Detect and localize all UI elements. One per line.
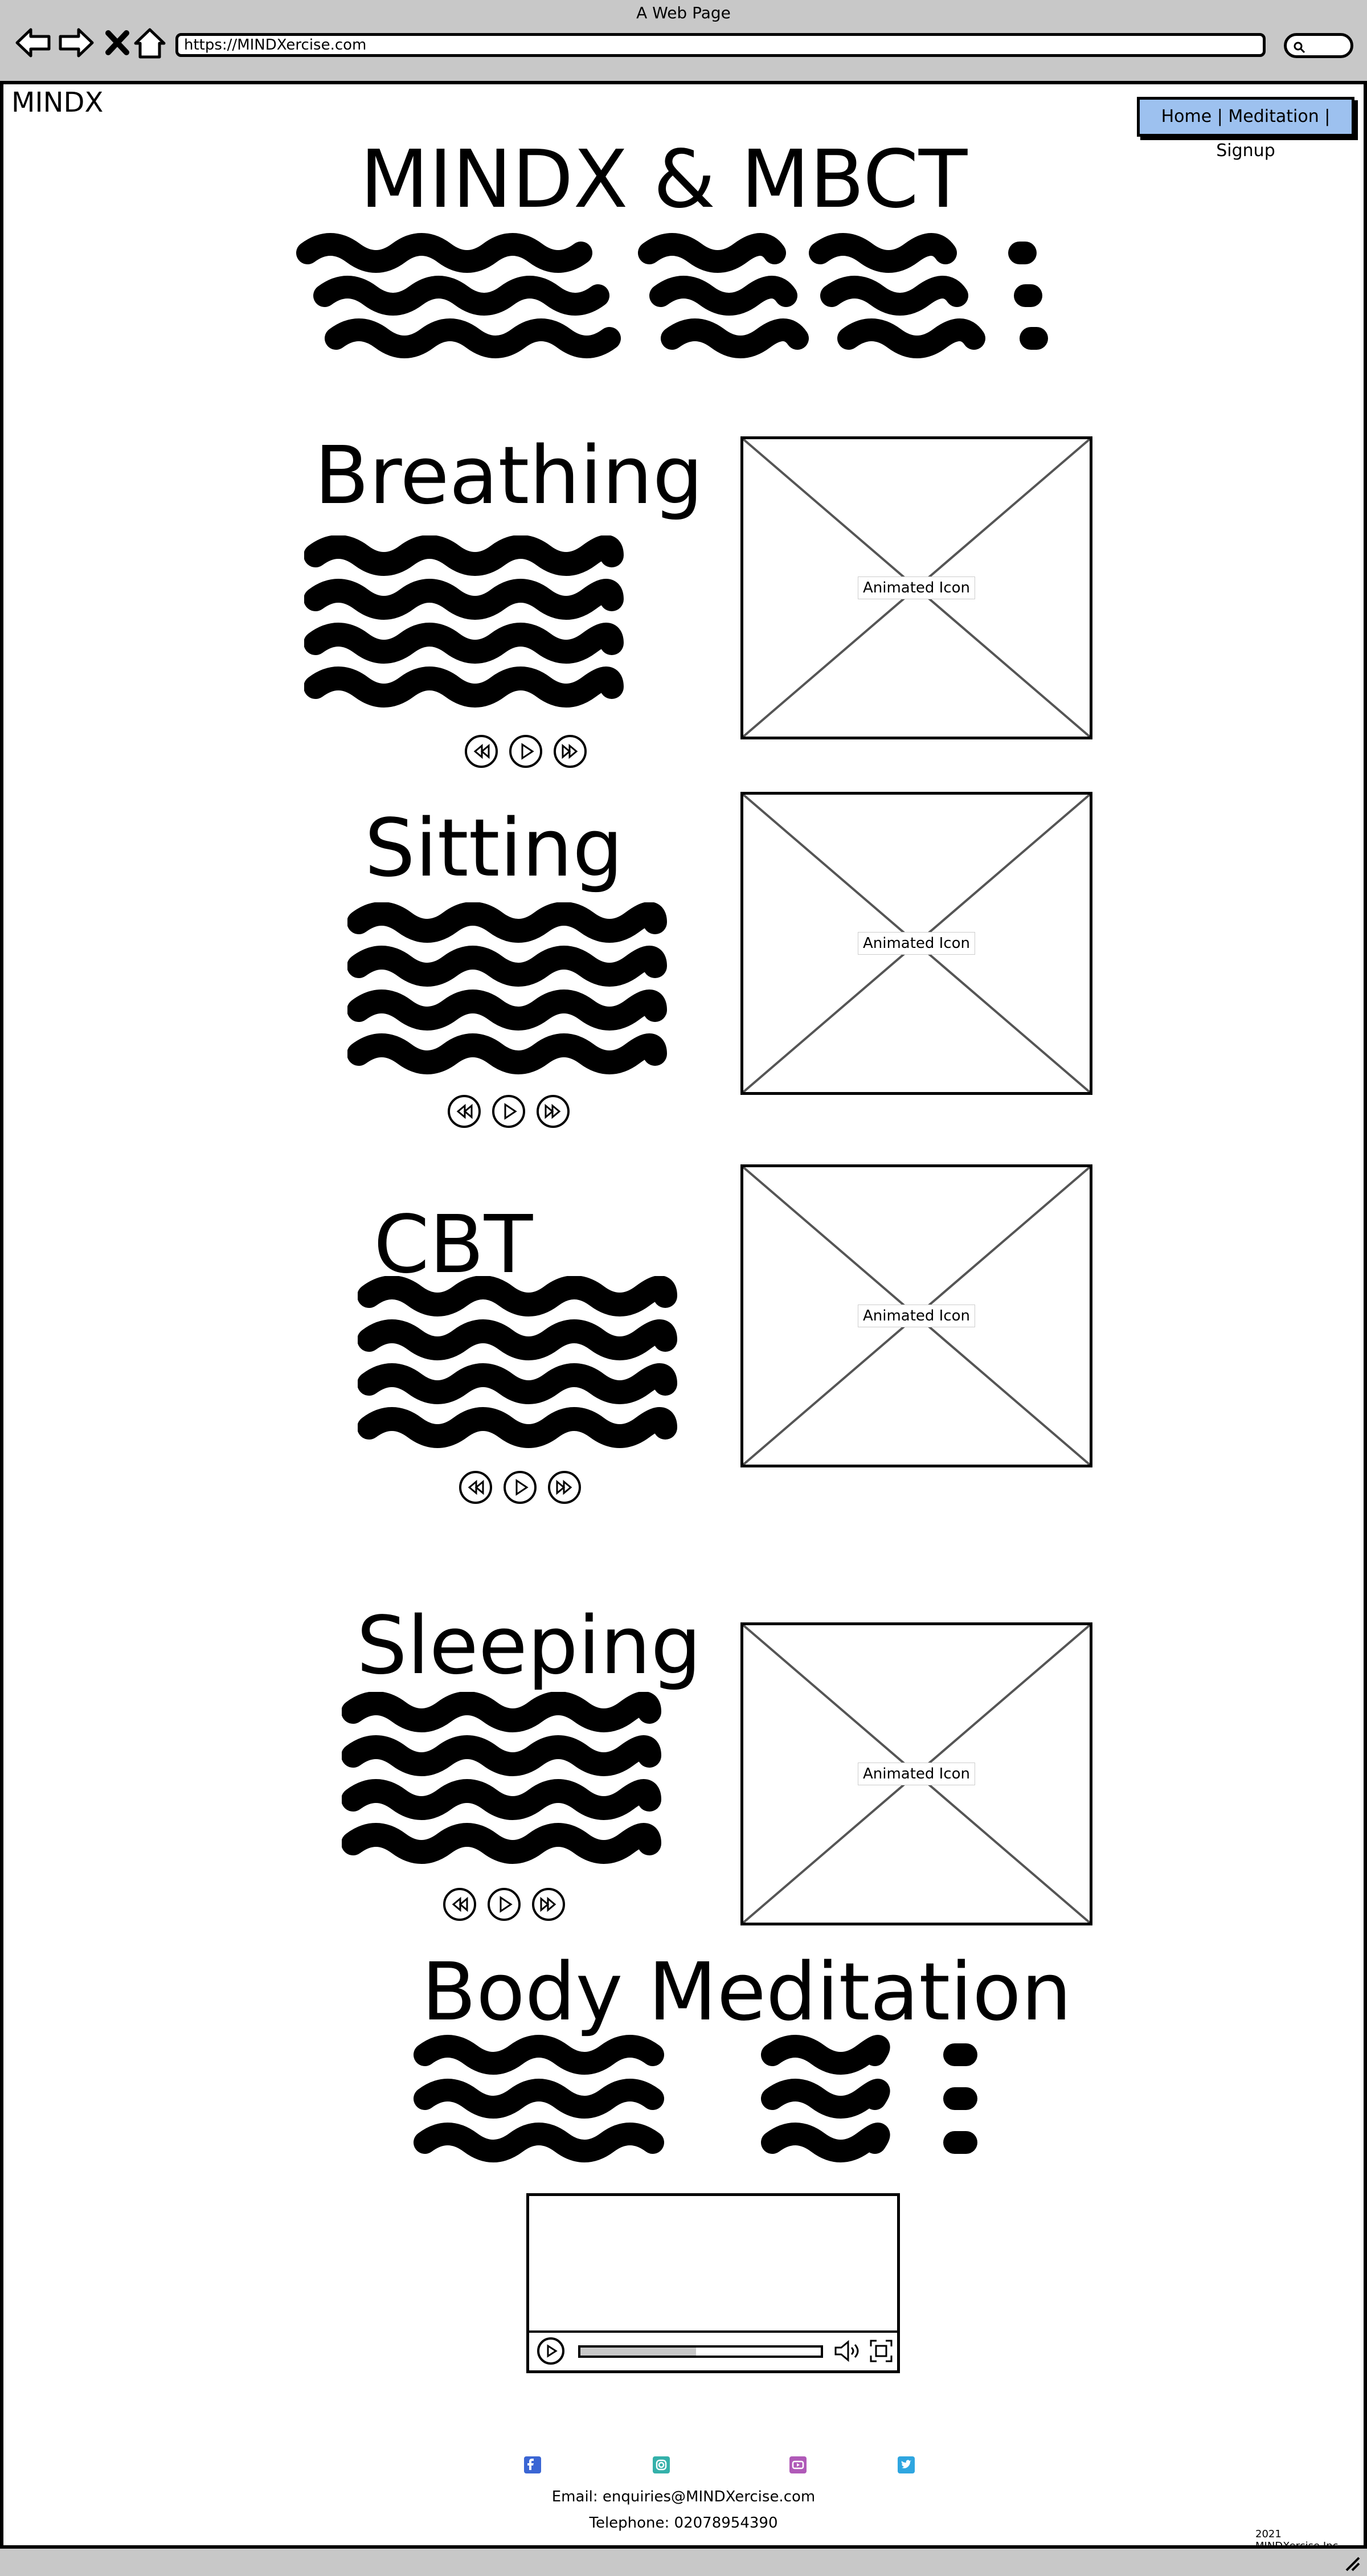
rewind-icon[interactable]: [465, 735, 498, 768]
rewind-icon[interactable]: [443, 1888, 476, 1921]
section-title-body-meditation: Body Meditation: [421, 1946, 1072, 2039]
footer-phone[interactable]: Telephone: 02078954390: [589, 2514, 778, 2532]
url-bar[interactable]: https://MINDXercise.com: [175, 33, 1266, 57]
media-controls-cbt: [459, 1471, 584, 1507]
animated-icon-placeholder: Animated Icon: [740, 792, 1092, 1095]
main-navigation[interactable]: Home | Meditation | Signup: [1137, 97, 1354, 161]
page-title: MINDX & MBCT: [360, 133, 968, 226]
instagram-icon[interactable]: [653, 2456, 670, 2473]
youtube-icon[interactable]: [789, 2456, 807, 2473]
search-field[interactable]: [1284, 33, 1353, 58]
play-icon[interactable]: [509, 735, 542, 768]
placeholder-label: Animated Icon: [857, 932, 976, 955]
forward-arrow-icon[interactable]: [56, 23, 96, 63]
media-controls-sitting: [448, 1095, 573, 1131]
video-controls: [529, 2330, 897, 2370]
section-title-cbt: CBT: [374, 1199, 533, 1291]
facebook-icon[interactable]: [524, 2456, 541, 2473]
section-title-breathing: Breathing: [314, 430, 703, 522]
play-icon[interactable]: [537, 2337, 564, 2365]
redacted-text-block: [347, 902, 667, 1074]
volume-icon[interactable]: [833, 2338, 862, 2366]
video-player[interactable]: [526, 2193, 900, 2373]
section-title-sitting: Sitting: [365, 802, 624, 895]
fast-forward-icon[interactable]: [554, 735, 587, 768]
fast-forward-icon[interactable]: [537, 1095, 570, 1128]
placeholder-label: Animated Icon: [857, 1763, 976, 1785]
rewind-icon[interactable]: [448, 1095, 481, 1128]
play-icon[interactable]: [492, 1095, 525, 1128]
fast-forward-icon[interactable]: [532, 1888, 565, 1921]
media-controls-sleeping: [443, 1888, 568, 1924]
fullscreen-icon[interactable]: [869, 2338, 894, 2366]
placeholder-label: Animated Icon: [857, 1305, 976, 1327]
close-x-icon[interactable]: [98, 23, 138, 63]
redacted-text-block: [358, 1276, 677, 1448]
play-icon[interactable]: [504, 1471, 537, 1504]
animated-icon-placeholder: Animated Icon: [740, 1622, 1092, 1925]
home-icon[interactable]: [130, 23, 170, 63]
media-controls-breathing: [465, 735, 590, 771]
rewind-icon[interactable]: [459, 1471, 492, 1504]
window-title: A Web Page: [636, 3, 731, 22]
animated-icon-placeholder: Animated Icon: [740, 1164, 1092, 1467]
redacted-text-block: [342, 1692, 661, 1864]
redacted-text-block: [414, 2035, 977, 2162]
bottom-bar: [0, 2545, 1367, 2576]
video-progress-bar[interactable]: [578, 2345, 823, 2358]
footer-email[interactable]: Email: enquiries@MINDXercise.com: [551, 2488, 816, 2505]
section-title-sleeping: Sleeping: [357, 1600, 702, 1692]
play-icon[interactable]: [488, 1888, 521, 1921]
placeholder-label: Animated Icon: [857, 576, 976, 599]
redacted-text-block: [296, 233, 1048, 358]
twitter-icon[interactable]: [898, 2456, 915, 2473]
brand-logo[interactable]: MINDX: [11, 87, 104, 118]
fast-forward-icon[interactable]: [548, 1471, 581, 1504]
resize-handle-icon[interactable]: [1343, 2554, 1361, 2575]
video-progress-fill: [580, 2348, 696, 2356]
page-frame: [0, 84, 1367, 2545]
back-arrow-icon[interactable]: [14, 23, 54, 63]
animated-icon-placeholder: Animated Icon: [740, 436, 1092, 739]
redacted-text-block: [304, 535, 624, 708]
